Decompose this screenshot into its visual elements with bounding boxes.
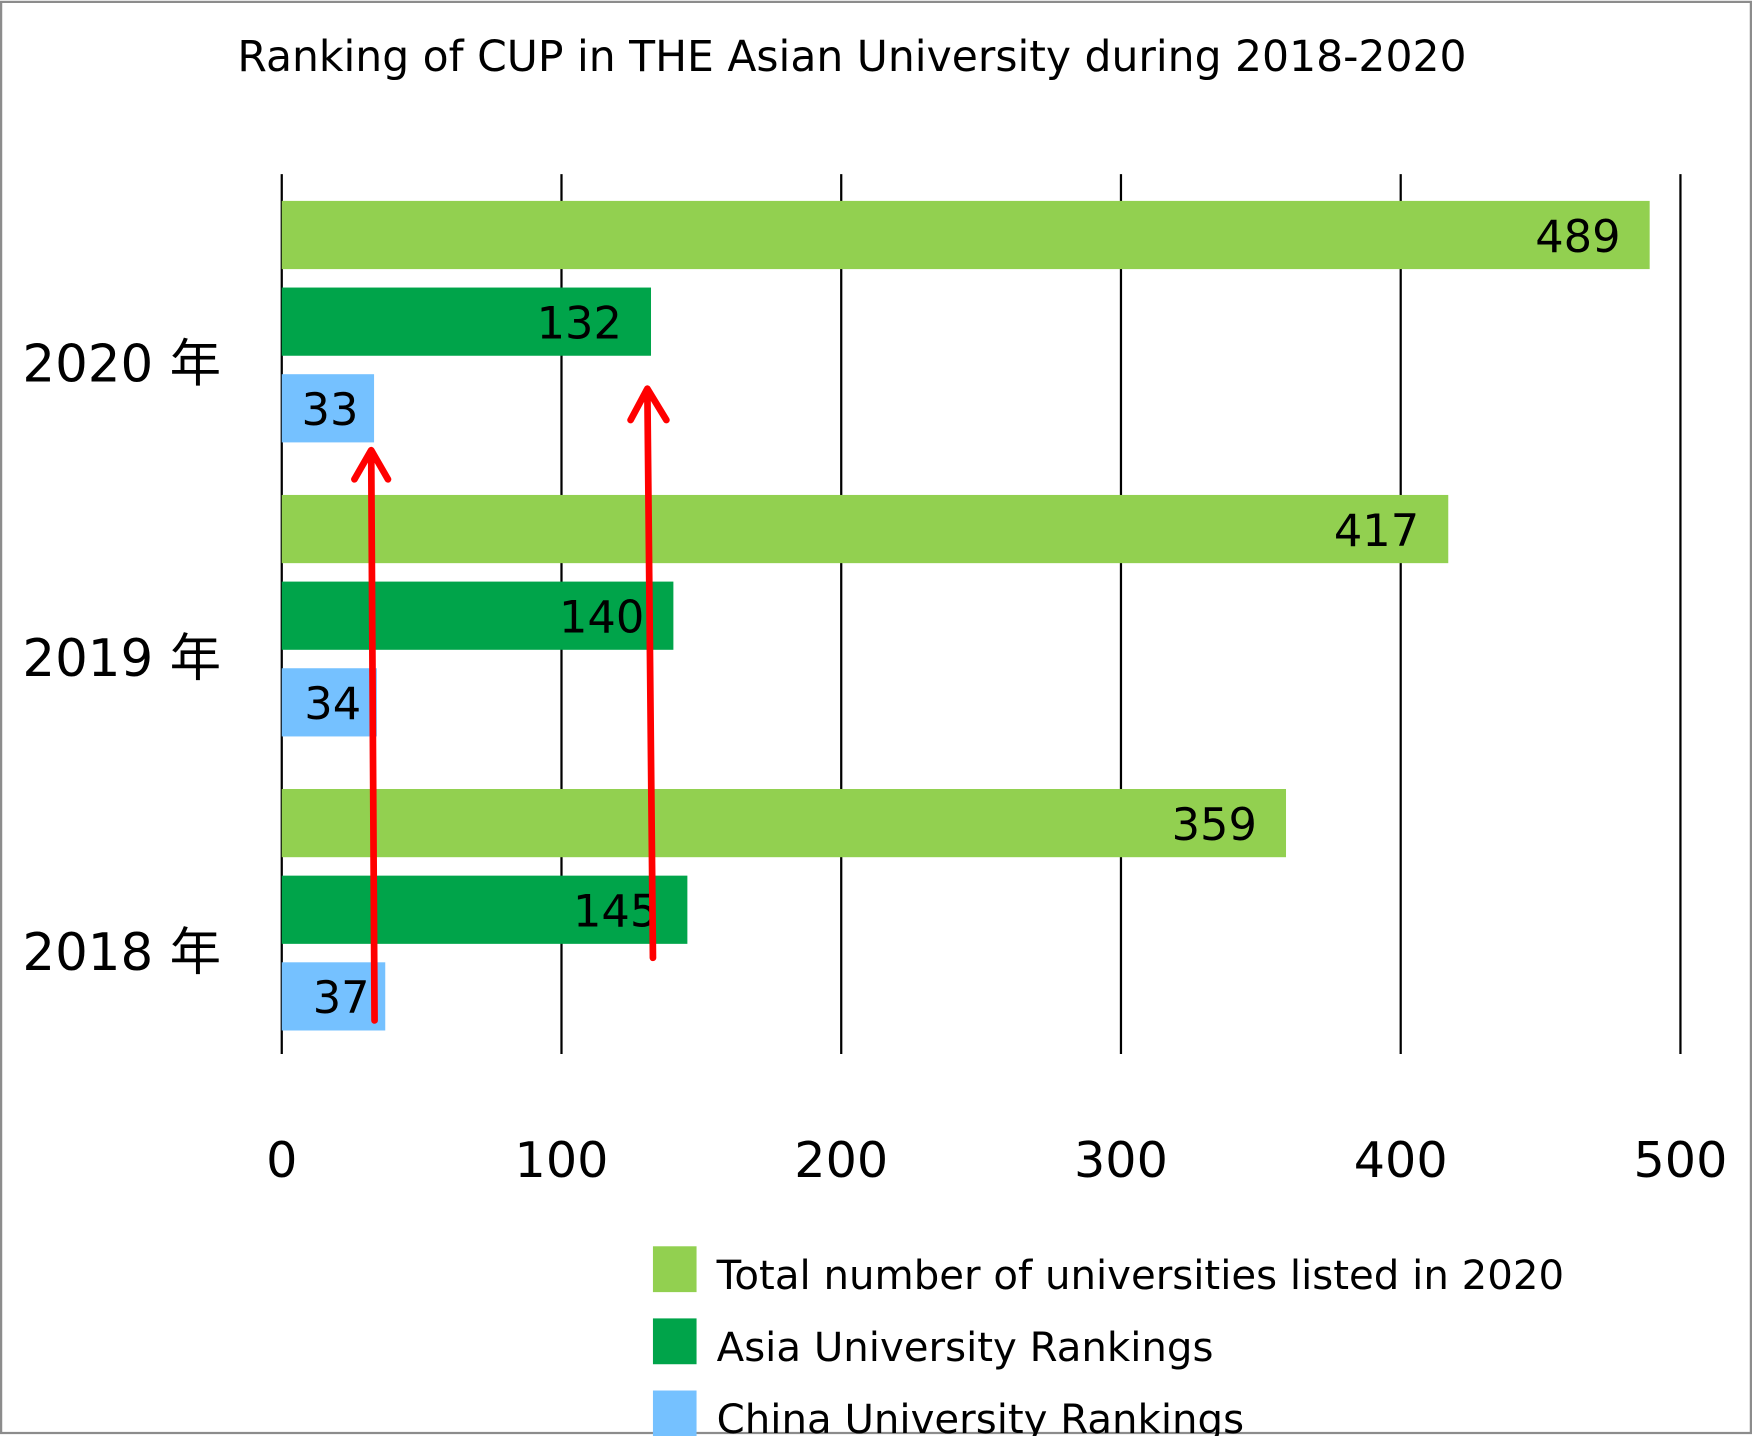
data-label: 359 bbox=[1172, 798, 1257, 851]
bar bbox=[281, 374, 375, 443]
arrow-china-ranking bbox=[351, 446, 392, 1024]
bar bbox=[281, 962, 386, 1031]
data-label: 37 bbox=[313, 971, 370, 1024]
bar bbox=[281, 788, 1287, 858]
x-tick-label: 300 bbox=[1074, 1131, 1168, 1189]
x-tick-label: 200 bbox=[794, 1131, 888, 1189]
category-label: 2019 年 bbox=[22, 629, 221, 689]
x-tick-label: 400 bbox=[1354, 1131, 1448, 1189]
x-tick-label: 0 bbox=[266, 1131, 297, 1189]
arrow-asia-ranking bbox=[627, 385, 670, 962]
x-tick-label: 500 bbox=[1633, 1131, 1727, 1189]
bar bbox=[281, 200, 1650, 270]
legend-label: Asia University Rankings bbox=[717, 1325, 1214, 1371]
data-label: 34 bbox=[304, 677, 361, 730]
category-label: 2018 年 bbox=[22, 923, 221, 983]
legend-swatch bbox=[652, 1390, 697, 1436]
data-label: 489 bbox=[1535, 210, 1620, 263]
data-label: 417 bbox=[1334, 504, 1419, 557]
legend-label: China University Rankings bbox=[717, 1397, 1244, 1436]
legend-swatch bbox=[652, 1318, 697, 1365]
data-label: 132 bbox=[537, 296, 622, 349]
x-tick-label: 100 bbox=[515, 1131, 609, 1189]
legend-swatch bbox=[652, 1246, 697, 1293]
bar bbox=[281, 494, 1449, 564]
legend-label: Total number of universities listed in 2… bbox=[716, 1253, 1564, 1299]
chart-title: Ranking of CUP in THE Asian University d… bbox=[237, 33, 1466, 82]
category-label: 2020 年 bbox=[22, 335, 221, 395]
bar bbox=[281, 287, 652, 356]
data-label: 145 bbox=[573, 885, 658, 938]
bar bbox=[281, 875, 688, 944]
red-arrows bbox=[351, 385, 670, 1024]
bar bbox=[281, 581, 674, 650]
data-label: 140 bbox=[559, 590, 644, 643]
data-label: 33 bbox=[302, 383, 359, 436]
bar bbox=[281, 668, 377, 737]
